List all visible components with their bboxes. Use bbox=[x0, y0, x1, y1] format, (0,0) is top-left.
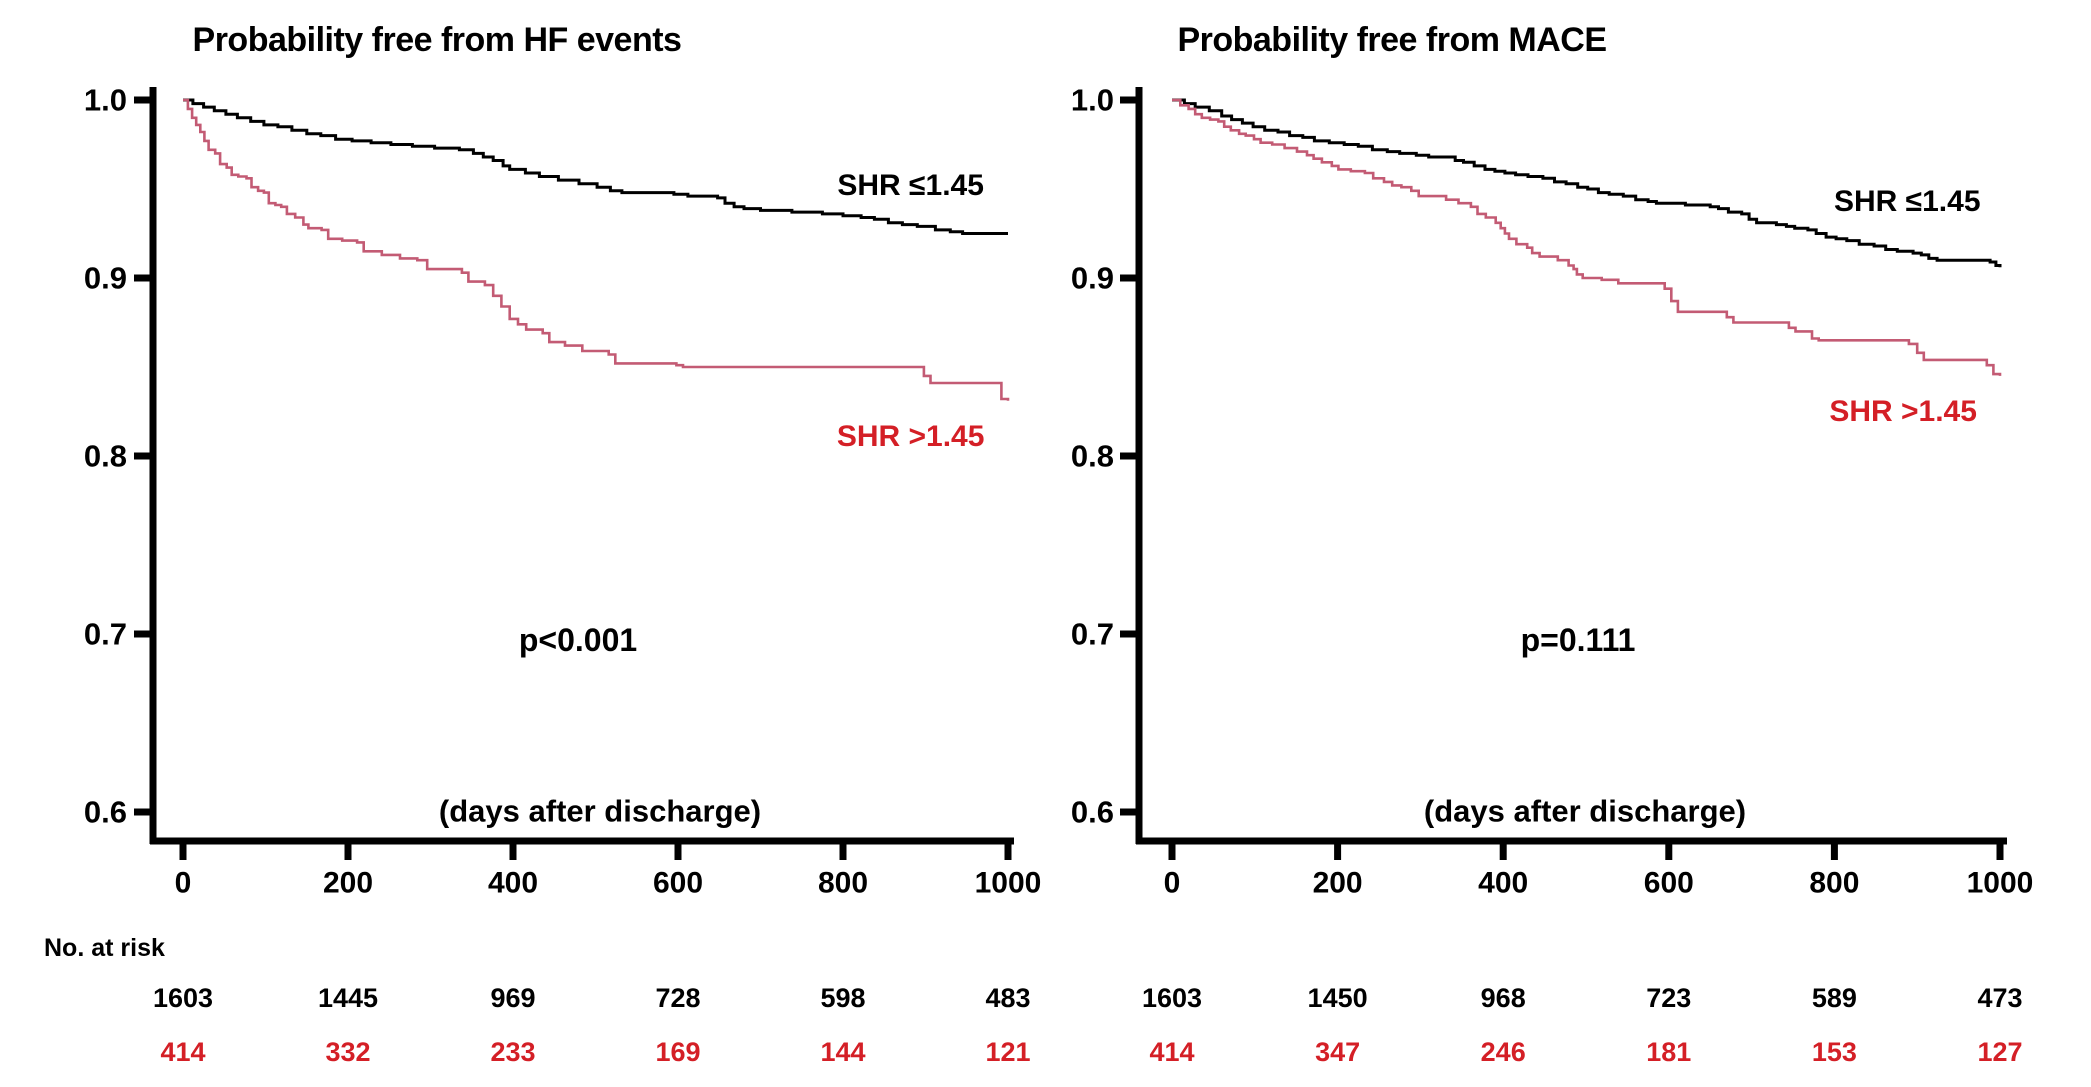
risk-value-low: 728 bbox=[655, 983, 700, 1013]
x-axis-unit-label: (days after discharge) bbox=[439, 794, 761, 829]
risk-value-low: 1450 bbox=[1308, 983, 1368, 1013]
y-tick-label: 0.8 bbox=[1071, 439, 1114, 474]
risk-value-high: 121 bbox=[985, 1037, 1030, 1067]
y-tick-label: 0.7 bbox=[1071, 617, 1114, 652]
risk-value-high: 246 bbox=[1481, 1037, 1526, 1067]
x-tick-label: 200 bbox=[323, 867, 373, 900]
y-tick-label: 0.6 bbox=[84, 795, 127, 830]
p-value: p=0.111 bbox=[1521, 622, 1636, 658]
x-tick-label: 1000 bbox=[975, 867, 1042, 900]
curve-shr-high bbox=[1172, 98, 2002, 376]
risk-value-high: 127 bbox=[1977, 1037, 2022, 1067]
risk-value-low: 1445 bbox=[318, 983, 378, 1013]
y-tick-label: 1.0 bbox=[84, 83, 127, 118]
x-tick-label: 400 bbox=[1478, 867, 1528, 900]
y-tick-label: 0.9 bbox=[84, 261, 127, 296]
y-tick-label: 1.0 bbox=[1071, 83, 1114, 118]
risk-table-header: No. at risk bbox=[44, 934, 165, 962]
risk-value-high: 332 bbox=[325, 1037, 370, 1067]
x-tick-label: 0 bbox=[175, 867, 192, 900]
x-tick-label: 200 bbox=[1313, 867, 1363, 900]
x-tick-label: 400 bbox=[488, 867, 538, 900]
curve-shr-low bbox=[183, 98, 1008, 235]
y-tick-label: 0.6 bbox=[1071, 795, 1114, 830]
risk-value-low: 1603 bbox=[1142, 983, 1202, 1013]
y-tick-label: 0.9 bbox=[1071, 261, 1114, 296]
curve-label-shr-high: SHR >1.45 bbox=[1829, 395, 1977, 428]
risk-value-low: 483 bbox=[985, 983, 1030, 1013]
x-tick-label: 0 bbox=[1164, 867, 1181, 900]
risk-value-low: 968 bbox=[1481, 983, 1526, 1013]
risk-value-high: 153 bbox=[1812, 1037, 1857, 1067]
risk-value-low: 473 bbox=[1977, 983, 2022, 1013]
risk-value-low: 969 bbox=[490, 983, 535, 1013]
curve-label-shr-high: SHR >1.45 bbox=[837, 420, 985, 453]
risk-value-low: 598 bbox=[820, 983, 865, 1013]
risk-value-high: 414 bbox=[160, 1037, 205, 1067]
risk-value-high: 347 bbox=[1315, 1037, 1360, 1067]
risk-value-low: 1603 bbox=[153, 983, 213, 1013]
risk-value-low: 723 bbox=[1646, 983, 1691, 1013]
panel-title: Probability free from HF events bbox=[193, 21, 682, 59]
x-tick-label: 800 bbox=[1809, 867, 1859, 900]
risk-value-high: 144 bbox=[820, 1037, 865, 1067]
risk-value-high: 181 bbox=[1646, 1037, 1691, 1067]
risk-value-high: 414 bbox=[1149, 1037, 1194, 1067]
risk-value-high: 233 bbox=[490, 1037, 535, 1067]
risk-value-low: 589 bbox=[1812, 983, 1857, 1013]
y-tick-label: 0.7 bbox=[84, 617, 127, 652]
x-tick-label: 800 bbox=[818, 867, 868, 900]
y-tick-label: 0.8 bbox=[84, 439, 127, 474]
curve-label-shr-low: SHR ≤1.45 bbox=[1834, 185, 1981, 218]
x-tick-label: 600 bbox=[653, 867, 703, 900]
curve-shr-low bbox=[1172, 98, 2002, 268]
curve-shr-high bbox=[183, 98, 1010, 401]
curve-label-shr-low: SHR ≤1.45 bbox=[837, 169, 984, 202]
x-axis-unit-label: (days after discharge) bbox=[1424, 794, 1746, 829]
panel-title: Probability free from MACE bbox=[1177, 21, 1606, 59]
risk-value-high: 169 bbox=[655, 1037, 700, 1067]
x-tick-label: 600 bbox=[1644, 867, 1694, 900]
p-value: p<0.001 bbox=[519, 622, 637, 658]
x-tick-label: 1000 bbox=[1967, 867, 2034, 900]
